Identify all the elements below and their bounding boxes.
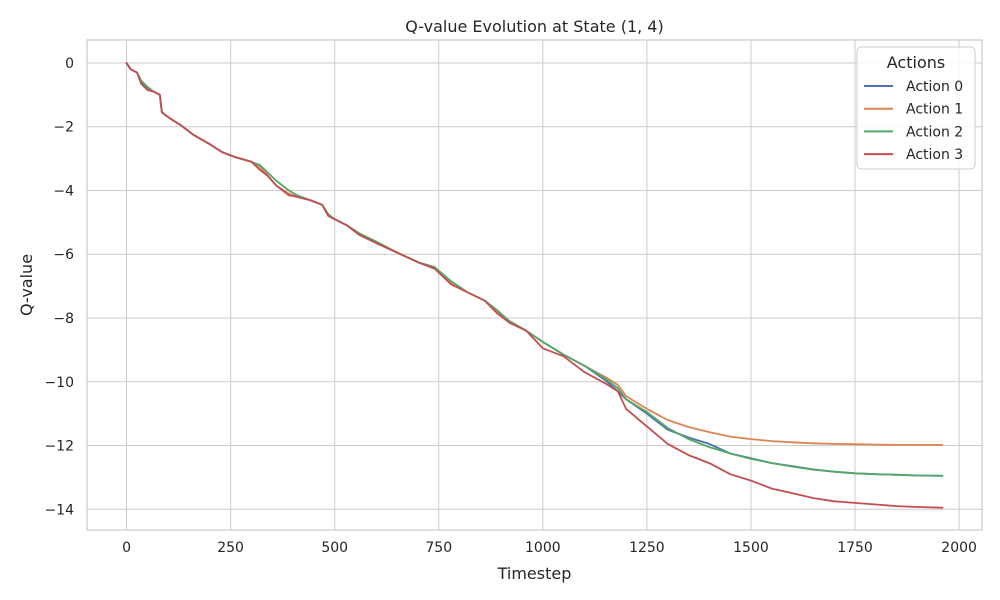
y-tick-label: −12 bbox=[44, 439, 74, 455]
legend-title: Actions bbox=[887, 53, 945, 72]
legend-label: Action 2 bbox=[906, 124, 963, 140]
y-tick-label: −4 bbox=[53, 183, 74, 199]
y-tick-label: 0 bbox=[65, 56, 74, 72]
x-tick-label: 2000 bbox=[941, 540, 977, 556]
chart-title: Q-value Evolution at State (1, 4) bbox=[405, 17, 663, 36]
x-tick-label: 500 bbox=[321, 540, 348, 556]
legend-label: Action 1 bbox=[906, 102, 963, 118]
y-tick-label: −2 bbox=[53, 120, 74, 136]
x-tick-label: 750 bbox=[425, 540, 452, 556]
legend-items: Action 0 Action 1 Action 2 Action 3 bbox=[864, 79, 963, 163]
x-tick-label: 250 bbox=[217, 540, 244, 556]
x-tick-label: 0 bbox=[122, 540, 131, 556]
series-lines bbox=[125, 62, 944, 509]
y-tick-label: −8 bbox=[53, 311, 74, 327]
y-axis-label: Q-value bbox=[17, 254, 36, 316]
legend-label: Action 0 bbox=[906, 79, 963, 95]
y-tick-label: −10 bbox=[44, 375, 74, 391]
grid-lines bbox=[87, 40, 982, 530]
x-tick-label: 1000 bbox=[525, 540, 561, 556]
plot-frame bbox=[86, 39, 983, 531]
y-tick-label: −14 bbox=[44, 502, 74, 518]
legend-box bbox=[856, 46, 976, 170]
legend-label: Action 3 bbox=[906, 147, 963, 163]
x-axis-label: Timestep bbox=[497, 564, 572, 583]
plot-background bbox=[87, 40, 982, 530]
legend: Actions Action 0 Action 1 Action 2 Action 3 bbox=[856, 46, 976, 170]
x-tick-label: 1750 bbox=[837, 540, 873, 556]
series-line-action-3 bbox=[125, 62, 944, 509]
x-tick-label: 1500 bbox=[733, 540, 769, 556]
y-tick-label: −6 bbox=[53, 247, 74, 263]
x-tick-label: 1250 bbox=[629, 540, 665, 556]
tick-labels: 0 250 500 750 1000 1250 1500 1750 2000 0 −2 −4 −6 −8 −… bbox=[44, 56, 976, 556]
